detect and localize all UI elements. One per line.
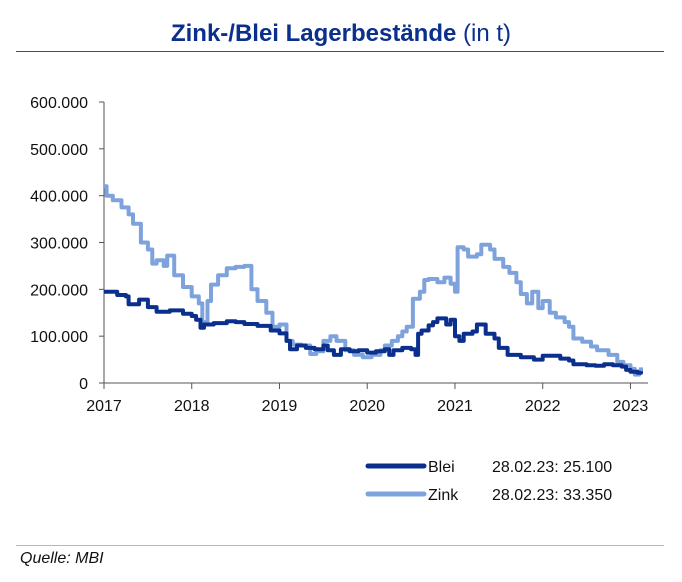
x-tick-label: 2022 (525, 398, 561, 415)
legend-value-zink: 28.02.23: 33.350 (492, 487, 612, 504)
legend-value-blei: 28.02.23: 25.100 (492, 459, 612, 476)
legend-label-zink: Zink (428, 487, 459, 504)
x-tick-label: 2019 (262, 398, 298, 415)
y-tick-label: 400.000 (30, 189, 88, 206)
source-note: Quelle: MBI (20, 550, 104, 567)
y-tick-label: 100.000 (30, 329, 88, 346)
chart-title-suffix: (in t) (463, 20, 512, 47)
y-tick-label: 0 (79, 376, 88, 393)
x-tick-label: 2018 (174, 398, 210, 415)
y-tick-label: 500.000 (30, 142, 88, 159)
x-tick-label: 2023 (613, 398, 649, 415)
x-tick-label: 2020 (349, 398, 385, 415)
x-tick-label: 2017 (86, 398, 122, 415)
y-tick-label: 200.000 (30, 282, 88, 299)
y-tick-label: 300.000 (30, 236, 88, 253)
series-line-blei (104, 289, 643, 375)
title-divider (16, 51, 664, 52)
legend-label-blei: Blei (428, 459, 455, 476)
x-tick-label: 2021 (437, 398, 473, 415)
chart-title: Zink-/Blei Lagerbestände (in t) (0, 20, 682, 48)
series-layer (104, 184, 643, 377)
series-line-zink (104, 184, 643, 377)
chart-axes: 600.000 500.000 400.000 300.000 200.000 100.0… (30, 95, 648, 415)
chart-title-main: Zink-/Blei Lagerbestände (170, 20, 457, 47)
chart-legend: Blei 28.02.23: 25.100 Zink 28.02.23: 33.350 (365, 459, 612, 504)
y-tick-label: 600.000 (30, 95, 88, 112)
footer-divider (16, 545, 664, 546)
